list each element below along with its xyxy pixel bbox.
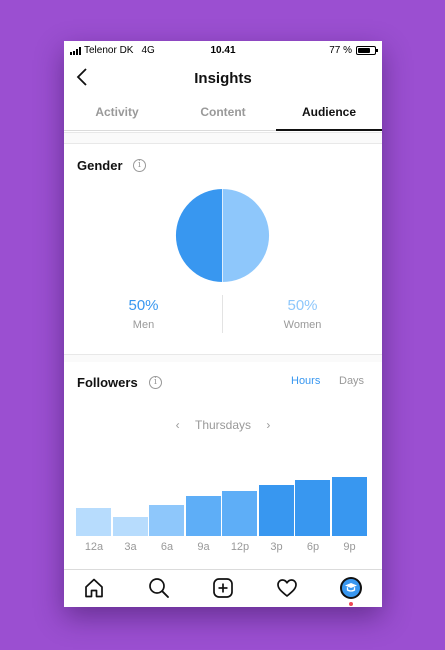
hour-label-3a: 3a: [124, 541, 137, 553]
search-icon[interactable]: [147, 576, 171, 600]
navigation-bar: Insights: [64, 60, 382, 95]
gender-title: Gender: [77, 158, 123, 173]
hour-label-6a: 6a: [160, 541, 174, 553]
days-toggle[interactable]: Days: [339, 375, 365, 387]
day-navigator: ‹ Thursdays ›: [64, 418, 382, 432]
bar-12p: [222, 491, 257, 536]
day-label: Thursdays: [194, 418, 252, 432]
profile-avatar-icon[interactable]: [339, 576, 363, 600]
men-percent: 50%: [128, 297, 159, 314]
gender-men-stat: 50% Men: [64, 297, 223, 331]
battery-icon: [356, 46, 378, 55]
insights-tabs: Activity Content Audience: [64, 95, 382, 131]
men-label: Men: [132, 319, 155, 331]
bottom-tab-bar: [64, 569, 382, 607]
home-icon[interactable]: [82, 576, 106, 600]
hour-label-6p: 6p: [306, 541, 320, 553]
gender-pie-chart: [175, 188, 270, 283]
bar-9a: [185, 496, 221, 536]
followers-title: Followers: [77, 375, 138, 390]
women-label: Women: [283, 319, 322, 331]
gender-info-icon[interactable]: i: [133, 159, 146, 172]
bar-3p: [258, 485, 294, 536]
hour-label-9a: 9a: [197, 541, 210, 553]
next-day-chevron[interactable]: ›: [266, 418, 271, 432]
section-divider: [64, 132, 382, 144]
clock: 10.41: [210, 45, 236, 56]
bar-9p: [331, 477, 367, 536]
carrier-name: Telenor DK: [84, 45, 134, 56]
followers-info-icon[interactable]: i: [149, 376, 162, 389]
new-post-icon[interactable]: [211, 576, 235, 600]
hours-toggle[interactable]: Hours: [291, 375, 321, 387]
bar-6a: [149, 505, 184, 536]
gender-divider: [222, 295, 223, 333]
activity-heart-icon[interactable]: [275, 576, 299, 600]
hour-label-12p: 12p: [230, 541, 250, 553]
women-percent: 50%: [287, 297, 318, 314]
status-right: 77 %: [329, 45, 378, 56]
bar-3a: [112, 517, 148, 536]
bar-6p: [295, 480, 330, 536]
previous-day-chevron[interactable]: ‹: [175, 418, 180, 432]
phone-screen: Telenor DK 4G 10.41 77 % Insights Activi…: [64, 41, 382, 607]
tab-audience[interactable]: Audience: [276, 95, 382, 131]
gender-women-stat: 50% Women: [223, 297, 382, 331]
tab-activity[interactable]: Activity: [95, 105, 139, 119]
network-type: 4G: [141, 45, 155, 56]
hour-label-3p: 3p: [270, 541, 283, 553]
tab-content[interactable]: Content: [200, 105, 246, 119]
bar-12a: [76, 508, 111, 536]
notification-dot: [349, 602, 353, 606]
page-title: Insights: [194, 70, 252, 87]
pie-slice-men: [175, 188, 223, 283]
followers-bar-chart: [76, 450, 368, 536]
signal-icon: [70, 46, 81, 55]
hour-label-12a: 12a: [84, 541, 104, 553]
back-chevron-icon[interactable]: [73, 66, 93, 88]
status-bar: Telenor DK 4G 10.41 77 %: [64, 41, 382, 60]
section-divider: [64, 354, 382, 362]
battery-percent: 77 %: [329, 45, 352, 56]
status-left: Telenor DK 4G: [70, 45, 155, 56]
hour-label-9p: 9p: [343, 541, 356, 553]
pie-slice-women: [222, 188, 270, 283]
